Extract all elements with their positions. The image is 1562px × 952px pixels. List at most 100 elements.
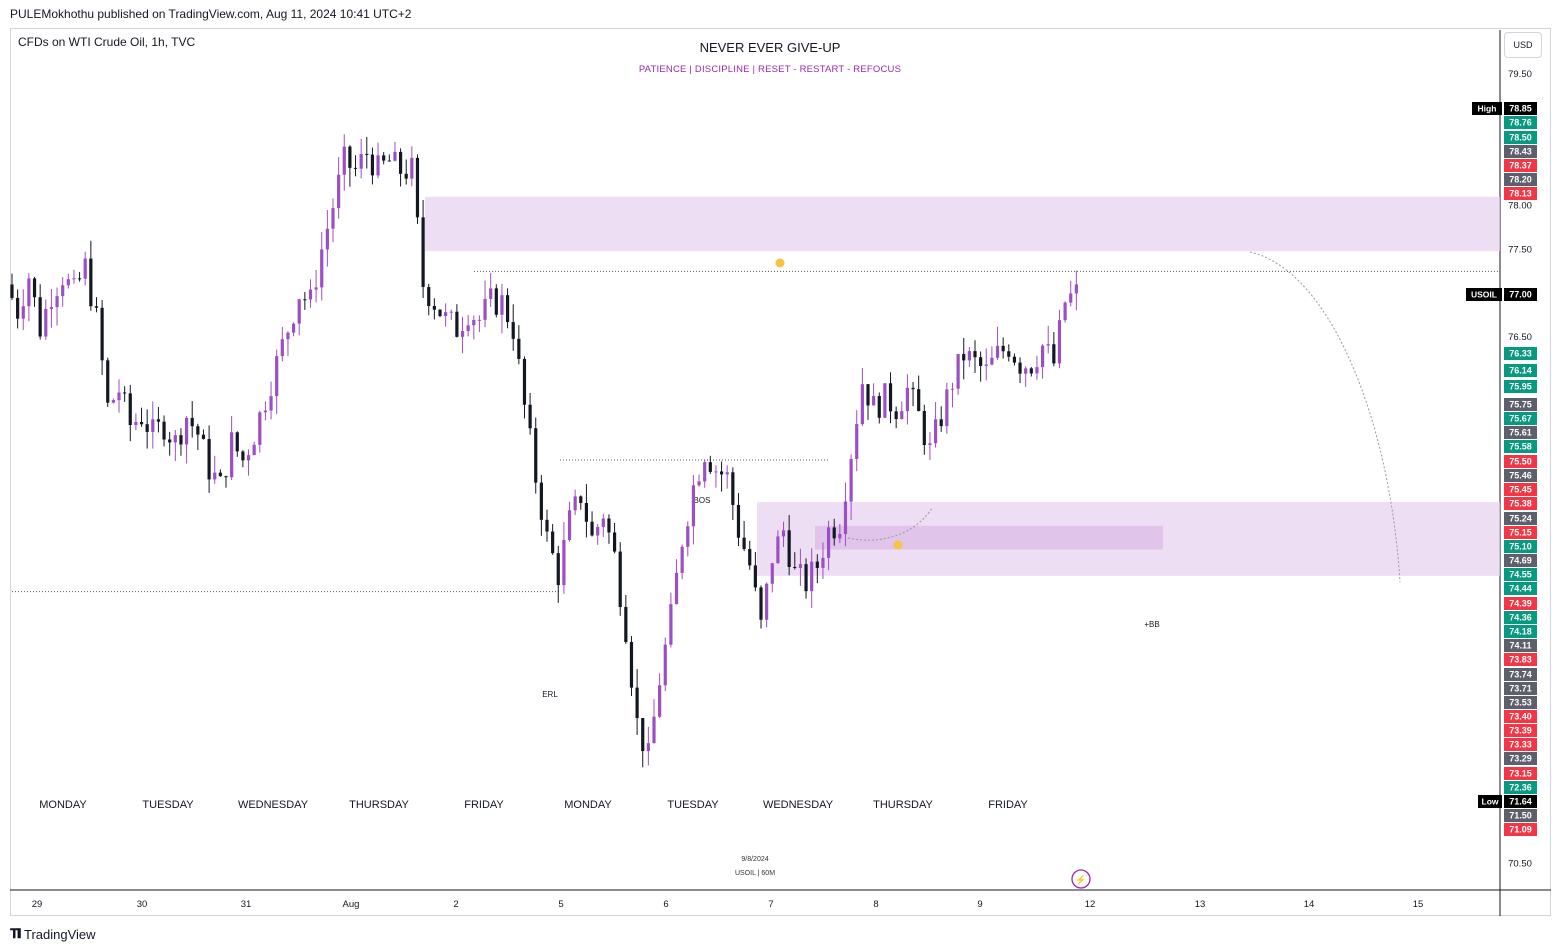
candle-body <box>494 288 498 315</box>
candle-body <box>449 311 453 313</box>
time-tick: 2 <box>453 899 458 910</box>
time-tick: 29 <box>32 899 43 910</box>
price-label-value: 73.33 <box>1509 740 1532 750</box>
time-tick: 9 <box>977 899 982 910</box>
candle-body <box>455 311 459 337</box>
candle-body <box>213 472 217 480</box>
candle-body <box>753 565 757 588</box>
price-label-value: 71.50 <box>1509 811 1532 821</box>
price-label-tag <box>1504 426 1537 439</box>
price-label-value: 78.13 <box>1509 189 1532 199</box>
candle-body <box>917 389 921 412</box>
candle-body <box>663 644 667 686</box>
candle-body <box>967 351 971 361</box>
candle-body <box>545 519 549 532</box>
candle-body <box>1018 362 1022 374</box>
retest-curve <box>847 507 933 541</box>
price-label-tag <box>1504 710 1537 723</box>
price-label-tag <box>1504 582 1537 595</box>
bos-label: BOS <box>694 496 711 505</box>
price-label-value: 74.39 <box>1509 599 1532 609</box>
candle-body <box>1035 367 1039 374</box>
candle-body <box>32 278 37 298</box>
price-label-tag <box>1504 483 1537 496</box>
price-label-tag <box>1504 809 1537 822</box>
day-label: TUESDAY <box>142 799 194 811</box>
publisher-line: PULEMokhothu published on TradingView.co… <box>10 7 412 21</box>
candle-body <box>900 411 904 420</box>
candle-body <box>370 154 375 176</box>
candle-body <box>77 278 82 280</box>
candle-body <box>1024 368 1028 374</box>
price-label-value: 73.39 <box>1509 726 1532 736</box>
candle-body <box>1029 368 1033 374</box>
candle-body <box>472 319 476 326</box>
candle-body <box>708 462 712 472</box>
candle-body <box>134 422 138 426</box>
time-tick: 8 <box>873 899 878 910</box>
price-label-tag <box>1504 116 1537 129</box>
price-label-tag <box>1504 159 1537 172</box>
day-label: WEDNESDAY <box>238 799 309 811</box>
price-label-tag <box>1504 752 1537 765</box>
price-label-value: 75.61 <box>1509 428 1532 438</box>
candle-body <box>894 411 898 420</box>
candle-body <box>505 295 510 323</box>
candle-body <box>618 551 622 607</box>
price-label-value: 73.40 <box>1509 712 1532 722</box>
price-label-value: 76.14 <box>1509 366 1532 376</box>
day-label: FRIDAY <box>988 799 1028 811</box>
day-label: TUESDAY <box>667 799 719 811</box>
candle-body <box>393 151 397 161</box>
candle-body <box>123 392 127 394</box>
candle-body <box>658 685 662 717</box>
price-label-value: 74.18 <box>1509 627 1532 637</box>
lightning-button-icon <box>1071 869 1091 889</box>
price-label-tag <box>1504 469 1537 482</box>
candle-body <box>674 572 679 605</box>
candle-body <box>415 157 420 218</box>
tradingview-logo[interactable]: 𝐓❙ TradingView <box>10 926 96 942</box>
price-label-tag <box>1504 597 1537 610</box>
time-tick: 15 <box>1413 899 1424 910</box>
time-tick: 12 <box>1085 899 1096 910</box>
price-label-value: 78.50 <box>1509 133 1532 143</box>
candle-body <box>353 167 358 169</box>
candle-body <box>877 396 881 418</box>
candle-body <box>111 400 115 403</box>
currency-button[interactable]: USD <box>1504 32 1542 58</box>
price-label-value: 76.33 <box>1509 349 1532 359</box>
candle-body <box>629 641 634 688</box>
candle-body <box>89 258 93 307</box>
day-label: MONDAY <box>39 799 87 811</box>
candle-body <box>235 432 239 452</box>
day-label: THURSDAY <box>873 799 933 811</box>
candle-body <box>781 530 786 537</box>
candle-body <box>100 307 104 361</box>
candle-body <box>286 332 290 340</box>
candle-body <box>376 155 380 176</box>
candle-body <box>669 604 673 645</box>
time-tick: 5 <box>558 899 563 910</box>
symbol-info[interactable]: CFDs on WTI Crude Oil, 1h, TVC <box>18 35 196 49</box>
candle-body <box>83 258 87 279</box>
price-label-tag <box>1504 554 1537 567</box>
candle-body <box>590 521 594 536</box>
candle-body <box>680 546 684 573</box>
candle-body <box>855 424 859 459</box>
price-label-value: 71.09 <box>1509 825 1532 835</box>
candle-body <box>1012 356 1017 363</box>
price-label-tag <box>1504 823 1537 836</box>
price-label-value: 75.67 <box>1509 414 1532 424</box>
candle-body <box>905 387 910 412</box>
price-label-value: 78.37 <box>1509 161 1532 171</box>
candle-body <box>269 396 273 411</box>
candle-body <box>596 526 600 536</box>
price-label-value: 75.50 <box>1509 457 1532 467</box>
price-label-tag <box>1504 653 1537 666</box>
candle-body <box>567 510 572 540</box>
time-tick: 30 <box>137 899 148 910</box>
price-label-value: 77.00 <box>1509 290 1532 300</box>
candle-body <box>55 296 59 308</box>
